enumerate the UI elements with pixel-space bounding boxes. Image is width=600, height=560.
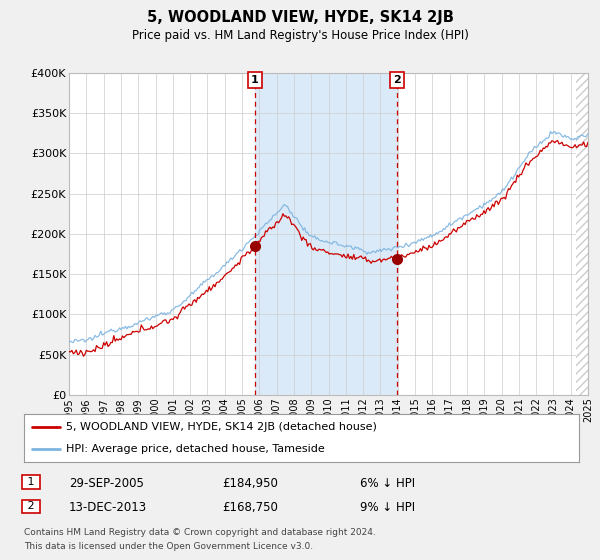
Text: 2: 2 <box>393 75 401 85</box>
Bar <box>576 73 588 395</box>
Text: This data is licensed under the Open Government Licence v3.0.: This data is licensed under the Open Gov… <box>24 542 313 551</box>
Text: Contains HM Land Registry data © Crown copyright and database right 2024.: Contains HM Land Registry data © Crown c… <box>24 528 376 536</box>
Text: 1: 1 <box>251 75 259 85</box>
Text: 5, WOODLAND VIEW, HYDE, SK14 2JB (detached house): 5, WOODLAND VIEW, HYDE, SK14 2JB (detach… <box>65 422 377 432</box>
Text: 29-SEP-2005: 29-SEP-2005 <box>69 477 144 490</box>
Bar <box>255 73 397 395</box>
Text: £168,750: £168,750 <box>222 501 278 514</box>
Text: HPI: Average price, detached house, Tameside: HPI: Average price, detached house, Tame… <box>65 444 325 454</box>
Text: 1: 1 <box>24 477 38 487</box>
Text: £184,950: £184,950 <box>222 477 278 490</box>
Text: 13-DEC-2013: 13-DEC-2013 <box>69 501 147 514</box>
Text: Price paid vs. HM Land Registry's House Price Index (HPI): Price paid vs. HM Land Registry's House … <box>131 29 469 42</box>
Text: 6% ↓ HPI: 6% ↓ HPI <box>360 477 415 490</box>
Text: 9% ↓ HPI: 9% ↓ HPI <box>360 501 415 514</box>
Bar <box>576 73 588 395</box>
Text: 5, WOODLAND VIEW, HYDE, SK14 2JB: 5, WOODLAND VIEW, HYDE, SK14 2JB <box>146 10 454 25</box>
Text: 2: 2 <box>24 501 38 511</box>
